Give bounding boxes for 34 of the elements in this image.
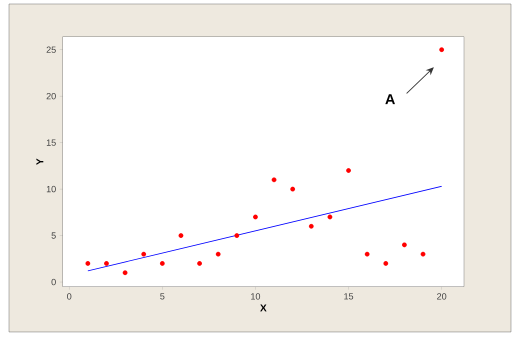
y-axis-title: Y (36, 158, 44, 165)
y-tick-label: 5 (52, 232, 56, 239)
point (122, 270, 128, 276)
y-tick-label: 10 (46, 186, 56, 192)
y-tick-label: 0 (52, 278, 56, 286)
point (234, 233, 240, 238)
point (141, 252, 146, 257)
point (420, 252, 426, 257)
annotation: A (385, 94, 395, 104)
x-tick-label: 15 (344, 293, 354, 300)
x-tick-label: 20 (437, 293, 446, 300)
point (104, 261, 109, 266)
y-tick-label: 20 (46, 92, 56, 100)
point (272, 177, 276, 182)
y-tick-label: 15 (46, 139, 56, 146)
point (216, 252, 221, 257)
x-tick-label: 5 (160, 293, 164, 300)
point (328, 214, 332, 220)
x-tick-label: 10 (251, 293, 260, 300)
point (308, 224, 314, 229)
point (85, 261, 90, 266)
point (364, 252, 370, 257)
point (290, 186, 296, 192)
point (160, 261, 165, 266)
point (439, 47, 444, 52)
point (346, 168, 351, 173)
point (178, 233, 184, 238)
point (383, 261, 388, 266)
point (197, 261, 202, 266)
point (253, 214, 258, 220)
y-tick-label: 25 (46, 46, 56, 53)
x-axis-title: X (260, 304, 267, 312)
point (402, 242, 407, 248)
x-tick-label: 0 (67, 293, 72, 300)
